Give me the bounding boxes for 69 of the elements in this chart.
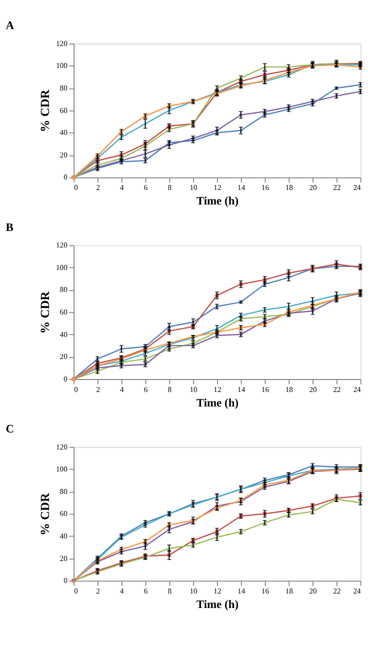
x-tick-label: 24 [353, 384, 362, 394]
x-tick-label: 0 [74, 586, 78, 596]
x-tick-label: 8 [168, 586, 172, 596]
x-tick-label: 20 [309, 586, 318, 596]
x-tick-label: 4 [120, 183, 124, 192]
y-tick-label: 20 [60, 150, 68, 160]
x-tick-label: 0 [74, 384, 78, 394]
y-tick-label: 0 [64, 576, 68, 586]
x-tick-label: 0 [74, 183, 78, 192]
x-tick-label: 6 [144, 183, 148, 192]
y-tick-label: 60 [60, 509, 68, 518]
x-tick-label: 22 [333, 586, 341, 596]
x-axis-title: Time (h) [196, 598, 239, 611]
y-axis-title: % CDR [38, 290, 52, 334]
x-tick-label: 18 [285, 384, 294, 394]
y-axis-title: % CDR [38, 492, 52, 536]
y-tick-label: 20 [60, 554, 68, 563]
x-tick-label: 14 [238, 183, 246, 192]
y-tick-label: 100 [56, 262, 68, 272]
x-axis-title: Time (h) [196, 397, 239, 410]
x-tick-label: 10 [190, 183, 198, 192]
x-tick-label: 22 [333, 384, 341, 394]
x-tick-label: 14 [238, 586, 246, 596]
x-tick-label: 4 [120, 384, 124, 394]
chart-title: A [6, 20, 15, 32]
x-axis-title: Time (h) [196, 196, 239, 208]
y-tick-label: 40 [60, 531, 68, 540]
y-axis-title: % CDR [38, 88, 52, 132]
x-tick-label: 12 [214, 586, 222, 596]
chart-title: B [6, 222, 14, 234]
x-tick-label: 8 [168, 183, 172, 192]
y-tick-label: 80 [60, 84, 68, 93]
x-tick-label: 2 [96, 183, 100, 192]
y-tick-label: 120 [56, 38, 68, 48]
y-tick-label: 120 [56, 240, 68, 250]
x-tick-label: 18 [285, 586, 294, 596]
x-tick-label: 6 [144, 586, 148, 596]
x-tick-label: 12 [214, 183, 222, 192]
x-tick-label: 22 [333, 183, 341, 192]
y-tick-label: 80 [60, 285, 68, 294]
x-tick-label: 14 [238, 384, 246, 394]
y-tick-label: 0 [64, 172, 68, 182]
x-tick-label: 16 [261, 183, 270, 192]
x-tick-label: 6 [144, 384, 148, 394]
y-tick-label: 60 [60, 106, 68, 115]
y-tick-label: 60 [60, 308, 68, 316]
x-tick-label: 4 [120, 586, 124, 596]
x-tick-label: 20 [309, 183, 318, 192]
x-tick-label: 20 [309, 384, 318, 394]
x-tick-label: 24 [353, 183, 362, 192]
x-tick-label: 24 [353, 586, 362, 596]
x-tick-label: 16 [261, 586, 270, 596]
chart-title: C [6, 424, 14, 436]
x-tick-label: 16 [261, 384, 270, 394]
y-tick-label: 80 [60, 486, 68, 496]
x-tick-label: 18 [285, 183, 294, 192]
y-tick-label: 0 [64, 374, 68, 384]
y-tick-label: 40 [60, 330, 68, 339]
y-tick-label: 100 [56, 61, 68, 70]
y-tick-label: 20 [60, 352, 68, 362]
y-tick-label: 120 [56, 442, 68, 452]
x-tick-label: 10 [190, 384, 198, 394]
x-tick-label: 2 [96, 384, 100, 394]
x-tick-label: 10 [190, 586, 198, 596]
x-tick-label: 8 [168, 384, 172, 394]
x-tick-label: 2 [96, 586, 100, 596]
y-tick-label: 100 [56, 464, 68, 474]
x-tick-label: 12 [214, 384, 222, 394]
y-tick-label: 40 [60, 128, 68, 138]
